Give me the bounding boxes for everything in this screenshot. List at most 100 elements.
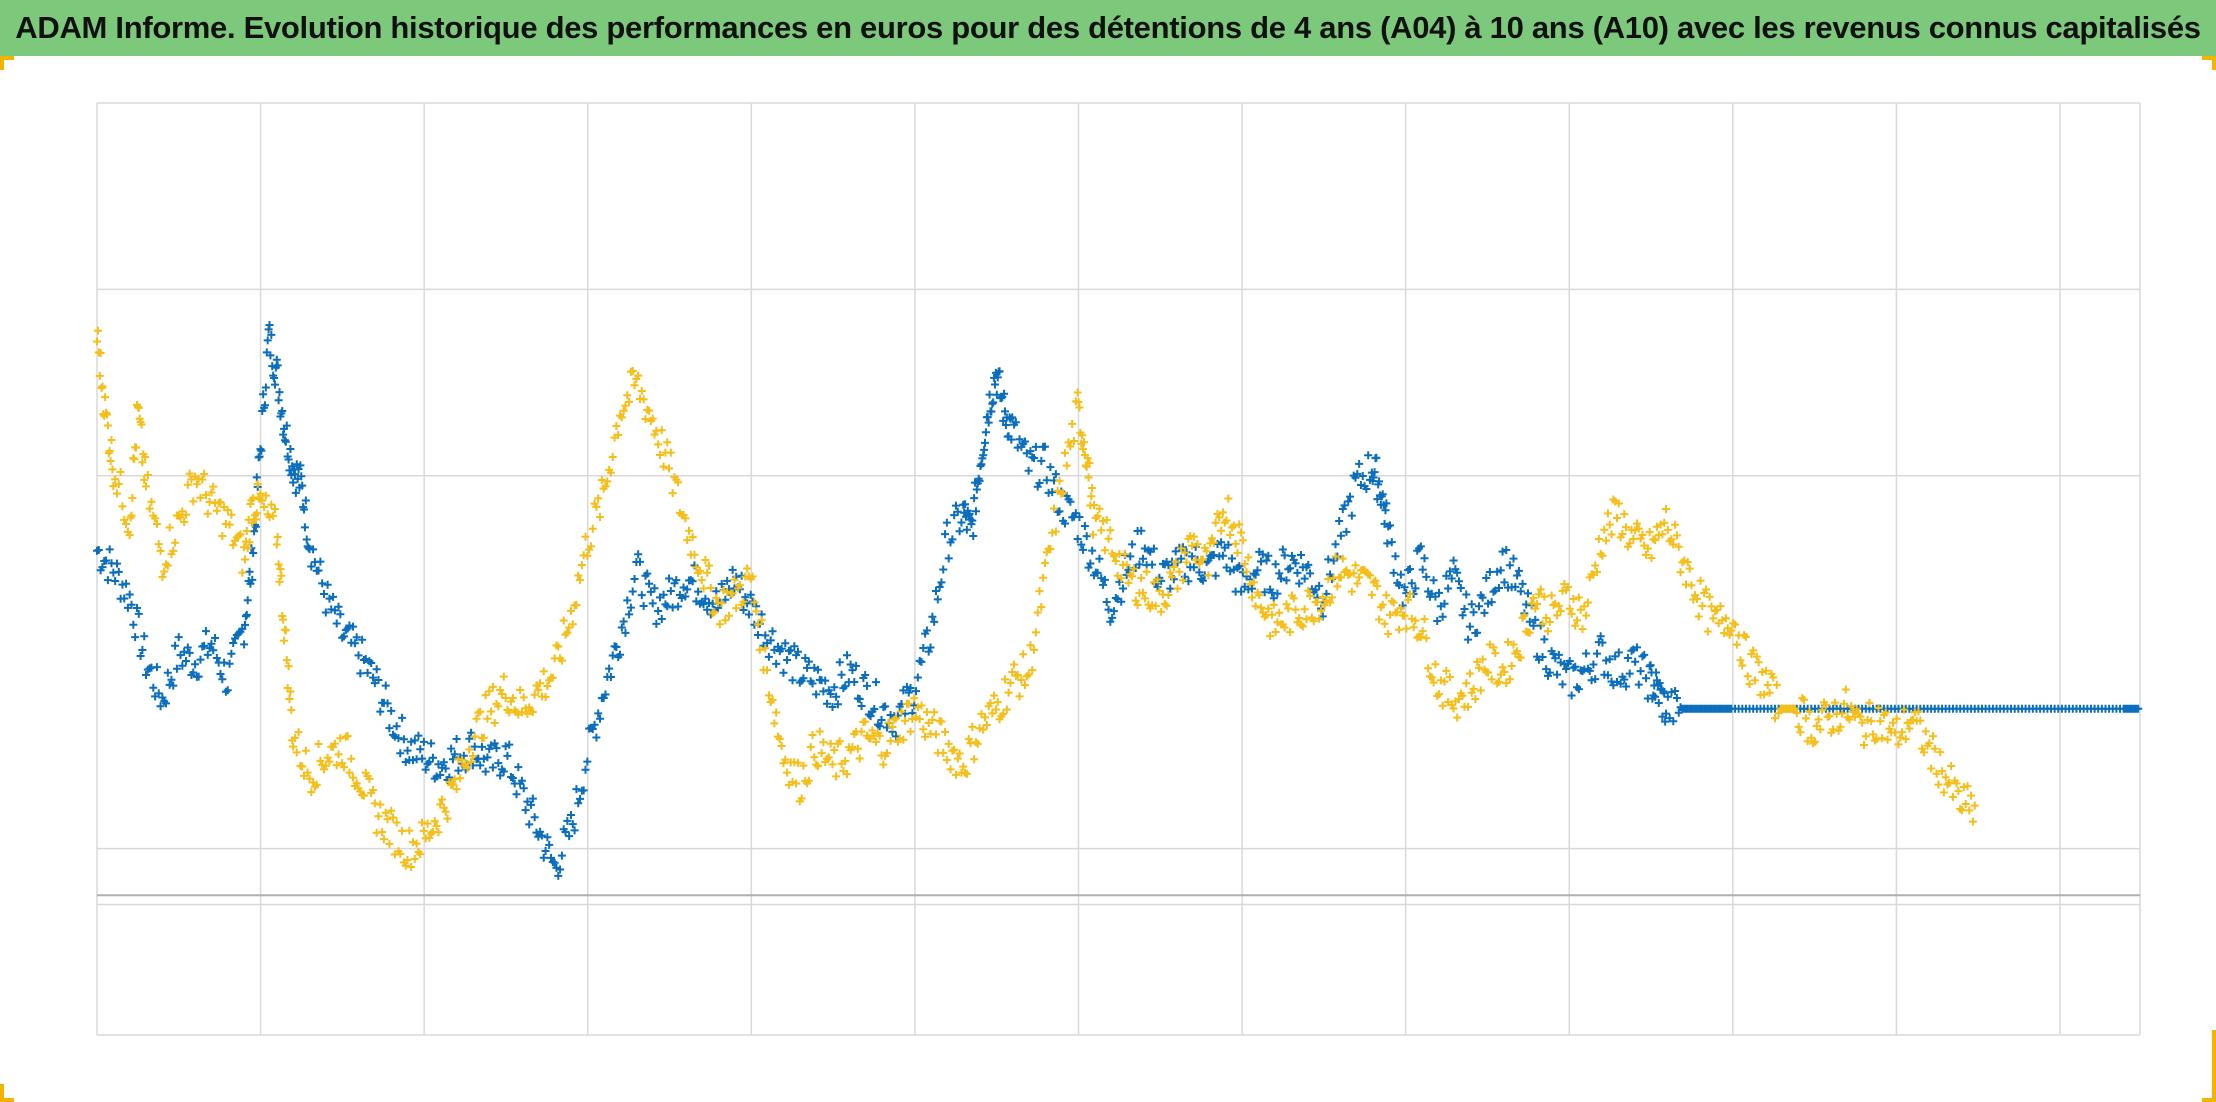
data-point — [837, 670, 846, 679]
data-point — [1037, 456, 1046, 465]
data-point — [137, 420, 146, 429]
data-point — [1892, 714, 1901, 723]
data-point — [1898, 728, 1907, 737]
data-point — [1380, 619, 1389, 628]
data-point — [1571, 621, 1580, 630]
data-point — [1269, 600, 1278, 609]
data-point — [1794, 722, 1803, 731]
data-point — [1378, 600, 1387, 609]
data-point — [641, 415, 650, 424]
data-point — [1874, 703, 1883, 712]
data-point — [1095, 504, 1104, 513]
data-point — [804, 657, 813, 666]
data-point — [1574, 593, 1583, 602]
data-point — [1208, 534, 1217, 543]
data-point — [1605, 655, 1614, 664]
data-point — [746, 590, 755, 599]
data-point — [410, 736, 419, 745]
data-point — [799, 761, 808, 770]
data-point — [1591, 675, 1600, 684]
data-point — [205, 497, 214, 506]
data-point — [1442, 666, 1451, 675]
data-point — [394, 734, 403, 743]
data-point — [1593, 649, 1602, 658]
data-point — [312, 780, 321, 789]
series-layer — [93, 320, 2143, 880]
data-point — [93, 326, 102, 335]
data-point — [98, 382, 107, 391]
data-point — [450, 775, 459, 784]
data-point — [1385, 521, 1394, 530]
data-point — [1514, 566, 1523, 575]
data-point — [1852, 705, 1861, 714]
data-point — [557, 851, 566, 860]
data-point — [1372, 453, 1381, 462]
data-point — [946, 765, 955, 774]
data-point — [191, 660, 200, 669]
data-point — [130, 455, 139, 464]
data-point — [367, 659, 376, 668]
data-point — [298, 762, 307, 771]
data-point — [1655, 679, 1664, 688]
data-point — [528, 708, 537, 717]
data-point — [343, 732, 352, 741]
data-point — [1333, 582, 1342, 591]
data-point — [1378, 490, 1387, 499]
data-point — [1162, 601, 1171, 610]
data-point — [1302, 615, 1311, 624]
data-point — [1010, 660, 1019, 669]
data-point — [979, 725, 988, 734]
data-point — [981, 428, 990, 437]
data-point — [1338, 554, 1347, 563]
data-point — [134, 609, 143, 618]
data-point — [330, 739, 339, 748]
corner-accent-top-left — [0, 56, 14, 60]
data-point — [1040, 442, 1049, 451]
data-point — [1502, 546, 1511, 555]
data-point — [229, 638, 238, 647]
corner-accent-bottom-right — [2212, 1030, 2216, 1102]
data-point — [242, 610, 251, 619]
data-point — [1890, 728, 1899, 737]
data-point — [1153, 575, 1162, 584]
data-point — [1458, 611, 1467, 620]
data-point — [1927, 764, 1936, 773]
data-point — [637, 591, 646, 600]
data-point — [1215, 513, 1224, 522]
data-point — [200, 469, 209, 478]
data-point — [1556, 607, 1565, 616]
data-point — [826, 690, 835, 699]
data-point — [265, 320, 274, 329]
data-point — [639, 395, 648, 404]
data-point — [1362, 485, 1371, 494]
data-point — [1315, 614, 1324, 623]
data-point — [1841, 685, 1850, 694]
data-point — [1534, 590, 1543, 599]
data-point — [922, 708, 931, 717]
data-point — [1422, 572, 1431, 581]
data-point — [392, 722, 401, 731]
data-point — [1658, 530, 1667, 539]
data-point — [1427, 673, 1436, 682]
data-point — [884, 718, 893, 727]
data-point — [1456, 584, 1465, 593]
data-point — [1652, 668, 1661, 677]
data-point — [281, 437, 290, 446]
data-point — [1075, 512, 1084, 521]
data-point — [541, 692, 550, 701]
data-point — [1614, 499, 1623, 508]
data-point — [828, 760, 837, 769]
data-point — [1238, 536, 1247, 545]
data-point — [764, 652, 773, 661]
data-point — [987, 407, 996, 416]
data-point — [334, 602, 343, 611]
data-point — [933, 595, 942, 604]
data-point — [140, 632, 149, 641]
data-point — [1554, 601, 1563, 610]
data-point — [412, 839, 421, 848]
data-point — [812, 690, 821, 699]
data-point — [399, 735, 408, 744]
data-point — [378, 828, 387, 837]
data-point — [1821, 700, 1830, 709]
data-point — [1878, 734, 1887, 743]
